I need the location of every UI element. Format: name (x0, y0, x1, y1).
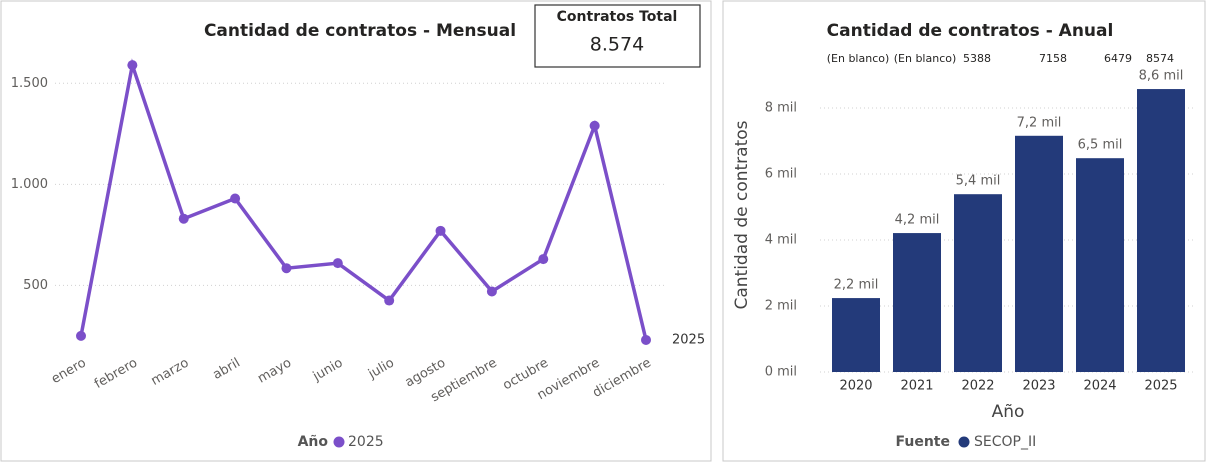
x-tick-label: mayo (255, 355, 294, 386)
legend-marker (333, 436, 345, 448)
header-label: 5388 (963, 52, 991, 65)
x-axis-title: Año (992, 402, 1025, 422)
header-label: 7158 (1039, 52, 1067, 65)
series-line (79, 58, 648, 341)
legend-title: Fuente (896, 434, 950, 450)
data-label: 6,5 mil (1078, 138, 1123, 153)
x-tick-label: 2023 (1022, 379, 1055, 394)
header-label: 8574 (1146, 52, 1174, 65)
point (178, 213, 189, 224)
x-tick-label: diciembre (590, 356, 653, 401)
header-label: (En blanco) (894, 52, 957, 65)
bar (832, 298, 880, 372)
bar (1076, 158, 1124, 372)
point (538, 254, 549, 265)
x-tick-label: enero (49, 355, 89, 387)
y-tick-label: 8 mil (765, 101, 797, 116)
y-tick-label: 1.500 (11, 76, 48, 91)
point (384, 295, 395, 306)
series-end-label: 2025 (672, 332, 705, 347)
left-panel (0, 0, 712, 462)
legend-label: SECOP_II (974, 434, 1036, 450)
data-label: 4,2 mil (895, 213, 940, 228)
data-label: 5,4 mil (956, 174, 1001, 189)
x-tick-label: 2024 (1083, 379, 1116, 394)
header-label: (En blanco) (827, 52, 890, 65)
x-tick-label: marzo (149, 355, 192, 388)
point (641, 334, 651, 345)
y-tick-label: 0 mil (765, 365, 797, 380)
x-tick-label: junio (310, 355, 346, 384)
chart-title: Cantidad de contratos - Anual (827, 21, 1114, 41)
x-tick-label: julio (365, 355, 397, 382)
point (435, 225, 446, 236)
y-tick-label: 4 mil (765, 233, 797, 248)
y-axis-title: Cantidad de contratos (732, 120, 752, 309)
point (332, 258, 343, 269)
point (76, 330, 86, 341)
point (281, 263, 292, 274)
point (589, 120, 600, 131)
x-tick-label: 2021 (900, 379, 933, 394)
legend-marker (958, 436, 970, 448)
point (486, 286, 497, 297)
legend-label: 2025 (348, 434, 384, 450)
x-tick-label: 2020 (839, 379, 872, 394)
data-label: 2,2 mil (834, 278, 879, 293)
bar (1137, 89, 1185, 373)
point (230, 193, 241, 204)
x-tick-label: febrero (92, 355, 140, 391)
x-tick-label: abril (210, 356, 242, 383)
kpi-card (534, 4, 701, 68)
y-tick-label: 6 mil (765, 167, 797, 182)
bar (954, 194, 1002, 372)
chart-title: Cantidad de contratos - Mensual (204, 21, 516, 41)
right-panel (722, 0, 1206, 462)
legend-title: Año (298, 434, 329, 450)
bar (1015, 135, 1063, 372)
bar (893, 233, 941, 372)
data-label: 8,6 mil (1139, 69, 1184, 84)
point (127, 60, 138, 71)
x-tick-label: 2025 (1144, 379, 1177, 394)
data-label: 7,2 mil (1017, 115, 1062, 130)
y-tick-label: 500 (23, 278, 48, 293)
x-tick-label: 2022 (961, 379, 994, 394)
y-tick-label: 1.000 (11, 177, 48, 192)
y-tick-label: 2 mil (765, 299, 797, 314)
card-value: 8.574 (590, 34, 644, 56)
header-label: 6479 (1104, 52, 1132, 65)
card-title: Contratos Total (557, 9, 678, 25)
